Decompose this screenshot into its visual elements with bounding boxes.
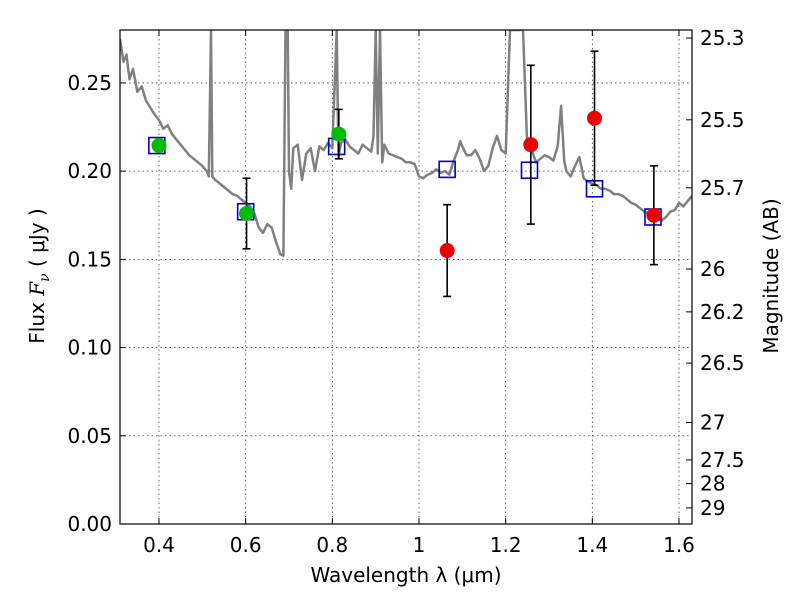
y2-tick-label: 29 [700, 496, 725, 520]
x-tick-label: 1.4 [576, 533, 608, 557]
y2-tick-label: 27.5 [700, 448, 745, 472]
model-photometry-square [438, 160, 456, 179]
y-tick-label: 0.15 [67, 247, 112, 271]
y-tick-label: 0.25 [67, 71, 112, 95]
y2-axis-label: Magnitude (AB) [759, 198, 783, 353]
y2-tick-label: 25.7 [700, 176, 745, 200]
spectrum-layer [120, 30, 692, 258]
y-axis-label-symbol: F [25, 281, 49, 297]
spectrum-line [120, 30, 692, 258]
x-tick-label: 0.8 [316, 533, 348, 557]
plot-frame [119, 29, 693, 525]
observed-point-red [523, 137, 539, 153]
y-tick-label: 0.20 [67, 159, 112, 183]
grid-layer [120, 30, 692, 525]
observed-point-red [646, 207, 662, 223]
y-tick-label: 0.10 [67, 336, 112, 360]
y-axis-label-suffix: ( μJy ) [25, 208, 49, 273]
observed-point-green [151, 138, 167, 154]
x-tick-label: 1.2 [490, 533, 522, 557]
plot-border [119, 29, 693, 525]
observed-point-red [587, 110, 602, 126]
y2-tick-label: 26.5 [700, 351, 745, 375]
observed-point-green [331, 126, 347, 142]
y-axis-label: Flux Fν ( μJy ) [25, 208, 53, 343]
x-tick-label: 0.4 [143, 533, 175, 557]
observed-point-red [439, 243, 455, 259]
y2-tick-label: 25.5 [700, 108, 745, 132]
y2-tick-label: 26.2 [700, 300, 745, 324]
y-tick-label: 0.00 [67, 512, 112, 536]
x-tick-label: 0.6 [230, 533, 262, 557]
y-tick-label: 0.05 [67, 424, 112, 448]
x-tick-label: 1.6 [663, 533, 695, 557]
tick-layer: 0.4 0.6 0.8 1 1.2 1.4 1.6 0.00 0.05 0.10 0.15 0.20 0… [67, 26, 744, 557]
y2-tick-label: 28 [700, 472, 725, 496]
y2-tick-label: 27 [700, 410, 725, 434]
x-tick-label: 1 [413, 533, 426, 557]
observed-point-green [239, 205, 255, 221]
y-axis-label-subscript: ν [37, 273, 53, 282]
y2-tick-label: 26 [700, 257, 725, 281]
x-axis-label: Wavelength λ (μm) [310, 563, 501, 587]
marker-layer [148, 50, 662, 298]
y2-tick-label: 25.3 [700, 26, 745, 50]
y-axis-label-prefix: Flux [25, 296, 49, 344]
model-photometry-square [520, 161, 539, 180]
